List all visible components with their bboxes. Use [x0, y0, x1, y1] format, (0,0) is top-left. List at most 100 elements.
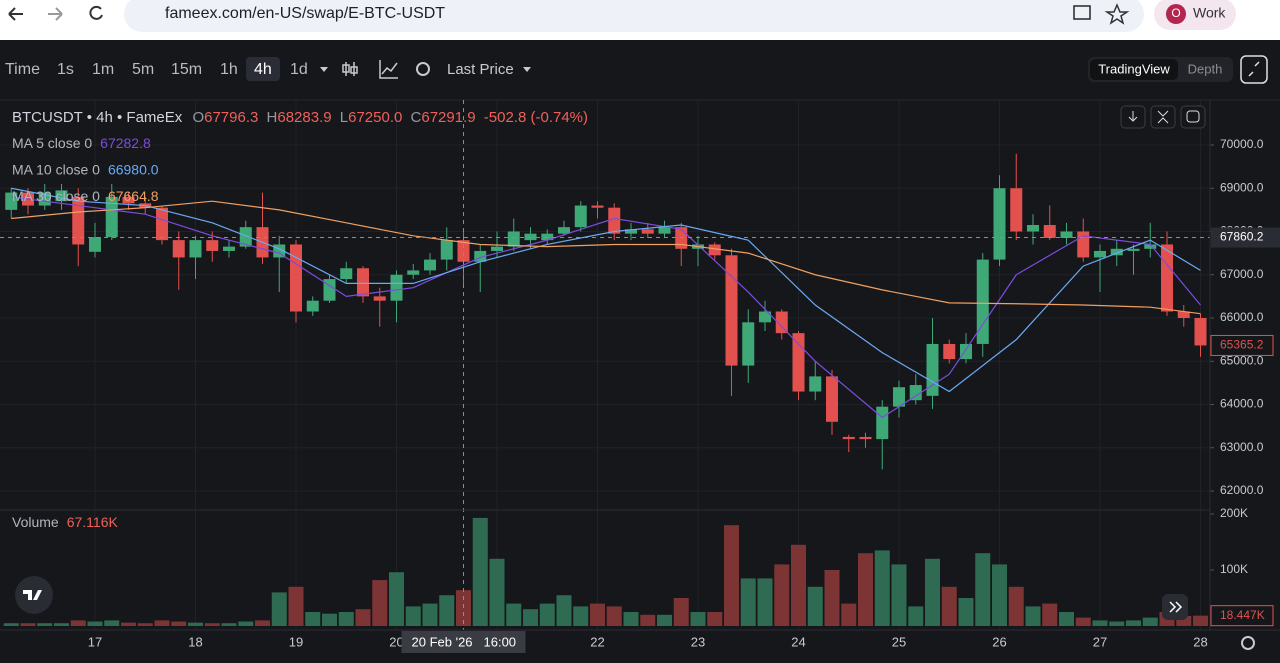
candle-body [55, 190, 68, 202]
candle-body [440, 240, 453, 260]
y-tick-label: 70000.0 [1220, 137, 1264, 151]
ma-line [11, 187, 1201, 393]
install-icon[interactable] [1073, 5, 1091, 20]
toolbar: Time 1s 1m 5m 15m 1h 4h 1d [5, 57, 308, 81]
x-tick-label: 24 [791, 634, 805, 649]
volume-bar [858, 553, 873, 626]
tv-logo[interactable] [15, 576, 53, 614]
back-button[interactable] [8, 7, 23, 21]
low: 67250.0 [348, 109, 402, 126]
crosshair-date: 20 Feb '26 [412, 634, 473, 649]
candle-body [625, 229, 637, 234]
forward-button[interactable] [48, 7, 63, 21]
volume-bar [657, 614, 672, 626]
last-volume-box [1210, 605, 1274, 627]
view-tradingview[interactable]: TradingView [1098, 61, 1170, 76]
candle-body [172, 240, 185, 258]
tv-logo-mark [23, 590, 42, 600]
x-tick-label: 22 [590, 634, 604, 649]
candle-body [323, 279, 336, 301]
volume-bar [20, 623, 36, 626]
volume-bar [925, 558, 940, 626]
low-prefix: L [340, 109, 348, 126]
ma-line [11, 196, 1201, 419]
last-volume: 18.447K [1220, 608, 1265, 622]
candle-body [223, 246, 235, 251]
volume-bar [188, 622, 203, 626]
volume-tick-label: 100K [1220, 562, 1248, 576]
volume-bar [539, 603, 555, 626]
price-type[interactable]: Last Price [447, 61, 514, 78]
volume-bar [623, 612, 639, 626]
candle-body [474, 250, 487, 262]
volume-value: 67.116K [67, 514, 119, 530]
candle-body [1094, 250, 1106, 258]
candle-body [1127, 248, 1140, 251]
ma-name: MA 30 close 0 [12, 188, 100, 204]
candle-body [759, 311, 771, 323]
volume-bar [439, 595, 455, 626]
volume-bar [707, 612, 723, 626]
view-depth[interactable]: Depth [1188, 61, 1223, 76]
candle-body [1027, 225, 1039, 232]
volume-bar [305, 612, 321, 626]
volume-bar [255, 620, 270, 626]
y-tick-label: 64000.0 [1220, 397, 1264, 411]
reload-button[interactable] [89, 5, 103, 20]
bookmark-icon[interactable] [1104, 3, 1130, 25]
address-bar[interactable] [124, 0, 1144, 32]
candle-body [122, 196, 135, 204]
interval[interactable]: 4h [254, 61, 272, 78]
ma-legend: MA 30 close 0 67664.8 [12, 188, 159, 204]
volume-bar [355, 609, 371, 626]
chart-controls [1120, 105, 1206, 129]
dropdown-arrow [523, 67, 531, 72]
y-tick-label: 66000.0 [1220, 310, 1264, 324]
candle-body [976, 259, 989, 344]
volume-bar [506, 603, 522, 626]
ma-legend: MA 10 close 0 66980.0 [12, 161, 159, 177]
collapse-button[interactable] [1240, 55, 1268, 84]
volume-bar [774, 564, 790, 626]
interval[interactable]: 1h [220, 61, 238, 78]
volume-bar [3, 623, 19, 626]
candle-body [591, 205, 604, 208]
interval[interactable]: 15m [171, 61, 202, 78]
x-tick-label: 19 [289, 634, 303, 649]
candle-body [1060, 231, 1073, 238]
volume-bar [523, 609, 538, 626]
volume-bar [1008, 586, 1024, 626]
fullscreen-button[interactable] [1150, 105, 1176, 129]
interval[interactable]: 5m [132, 61, 154, 78]
interval[interactable]: 1d [290, 61, 308, 78]
candle-body [457, 240, 470, 262]
indicator-icon[interactable] [379, 60, 398, 79]
volume-bar [1042, 603, 1058, 626]
candle-body [357, 268, 369, 297]
chart-type-icon[interactable] [342, 62, 358, 76]
symbol: BTCUSDT • 4h • FameEx [12, 109, 183, 126]
candle-body [708, 244, 721, 256]
interval[interactable]: 1s [57, 61, 74, 78]
volume-bar [1142, 617, 1158, 626]
candle-body [775, 311, 788, 334]
axis-settings-icon[interactable] [1241, 636, 1255, 650]
volume-bar [154, 620, 170, 626]
settings-icon[interactable] [416, 62, 430, 76]
candle-body [1110, 248, 1123, 256]
volume-bar [87, 621, 103, 626]
candle-body [574, 205, 587, 228]
candle-body [290, 244, 302, 312]
interval[interactable]: 1m [92, 61, 114, 78]
candle-body [1161, 244, 1173, 312]
volume-bar [456, 590, 471, 626]
candle-body [909, 385, 922, 401]
candle-body [239, 227, 252, 247]
fullscreen-icon [1157, 110, 1169, 124]
y-tick-label: 69000.0 [1220, 180, 1264, 194]
y-tick-label: 65000.0 [1220, 353, 1264, 367]
volume-bar [958, 598, 974, 626]
candle-body [658, 227, 671, 234]
ma-name: MA 5 close 0 [12, 135, 92, 151]
snapshot-button[interactable] [1180, 105, 1206, 129]
